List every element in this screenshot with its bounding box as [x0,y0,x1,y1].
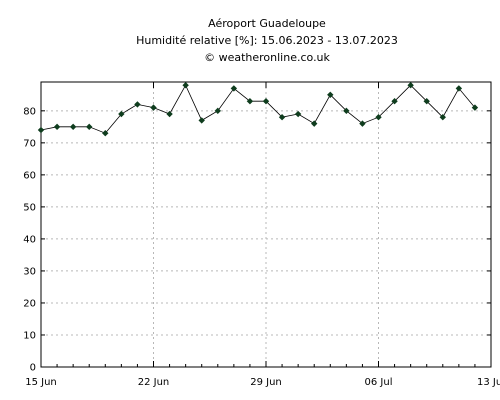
data-point [327,91,334,99]
data-point [343,107,350,115]
data-point [471,104,479,111]
y-tick-label: 60 [23,170,36,181]
data-point [150,104,157,111]
plot-frame [40,81,492,368]
data-point [86,123,93,131]
data-point [439,114,446,121]
y-tick-label: 70 [23,138,36,149]
data-point [182,82,189,89]
x-tick-label: 13 Jul [477,377,500,388]
data-point [53,123,61,131]
data-point [230,85,238,92]
data-point [278,114,286,121]
y-tick-label: 80 [23,106,36,117]
data-point [198,117,205,124]
series-layer [37,82,479,137]
data-point [134,101,141,108]
data-point [311,120,318,127]
data-point [69,123,77,131]
x-tick-label: 06 Jul [365,377,393,388]
data-point [359,120,366,127]
chart-subtitle: Humidité relative [%]: 15.06.2023 - 13.0… [136,34,398,47]
data-point [375,114,382,121]
axes [40,81,492,368]
x-tick-label: 29 Jun [250,377,282,388]
data-point [246,98,254,105]
data-point [214,107,221,115]
y-tick-label: 0 [30,363,36,374]
y-tick-label: 40 [23,234,36,245]
data-point [294,110,302,118]
data-point [423,98,430,105]
x-tick-label: 15 Jun [25,377,57,388]
y-tick-label: 50 [23,202,36,213]
data-point [37,126,45,134]
data-point [118,110,125,118]
y-tick-label: 10 [23,330,36,341]
chart-title: Aéroport Guadeloupe [208,17,326,30]
data-point [455,85,463,92]
y-tick-label: 20 [23,298,36,309]
y-tick-label: 30 [23,266,36,277]
x-tick-label: 22 Jun [138,377,170,388]
data-point [262,98,270,105]
data-point [102,130,109,137]
series-line [40,84,476,134]
grid-lines [41,82,491,367]
data-point [166,110,173,118]
data-point [407,82,414,89]
data-point [391,98,398,105]
tick-marks [40,82,492,368]
tick-labels: 0 10 20 30 40 50 60 70 80 15 Jun 22 Jun 29 Jun 06 Ju… [23,106,500,388]
chart-credit: © weatheronline.co.uk [204,51,330,64]
